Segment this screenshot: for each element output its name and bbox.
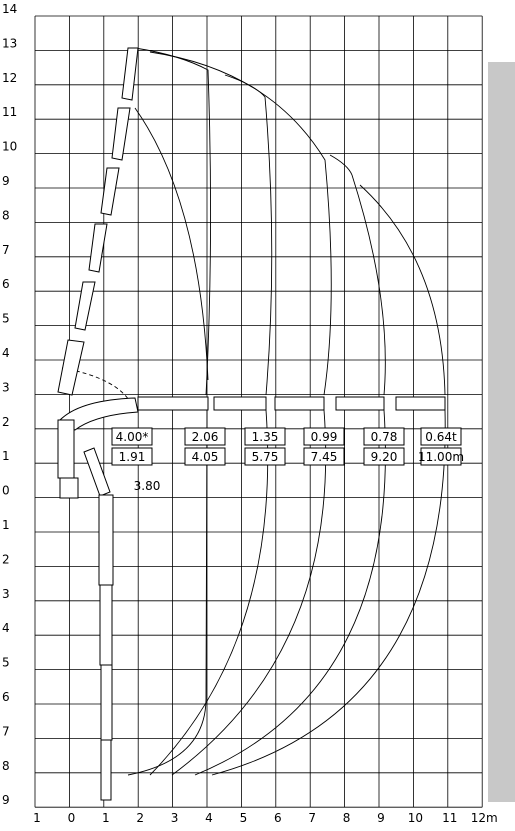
annotation: 3.80 <box>134 479 161 493</box>
load-value: 0.99 <box>311 430 338 444</box>
table-cell <box>111 427 153 446</box>
y-axis-label: 0 <box>2 484 10 498</box>
y-axis-label: 3 <box>2 587 10 601</box>
x-axis-label: 9 <box>377 811 385 825</box>
y-axis-label: 4 <box>2 621 10 635</box>
reach-value: 4.05 <box>192 450 219 464</box>
reach-value: 1.91 <box>119 450 146 464</box>
y-axis-label: 3 <box>2 380 10 394</box>
y-axis-label: 2 <box>2 552 10 566</box>
table-cell <box>184 427 226 446</box>
table-cell <box>420 447 462 466</box>
y-axis-label: 4 <box>2 346 10 360</box>
shadow-panel <box>488 62 515 802</box>
table-cell <box>303 447 345 466</box>
y-axis-label: 7 <box>2 724 10 738</box>
table-cell <box>363 427 405 446</box>
y-axis-label: 13 <box>2 36 17 50</box>
x-axis-label: 2 <box>136 811 144 825</box>
load-value: 2.06 <box>192 430 219 444</box>
table-cell <box>244 447 286 466</box>
x-axis-label: 10 <box>408 811 423 825</box>
x-axis-label: 1 <box>33 811 41 825</box>
y-axis-label: 12 <box>2 71 17 85</box>
y-axis-label: 6 <box>2 690 10 704</box>
y-axis-label: 11 <box>2 105 17 119</box>
table-cell <box>244 427 286 446</box>
x-axis-label: 5 <box>240 811 248 825</box>
load-value: 4.00* <box>116 430 149 444</box>
y-axis-label: 1 <box>2 449 10 463</box>
table-cell <box>303 427 345 446</box>
y-axis-label: 10 <box>2 140 17 154</box>
x-axis-label: 3 <box>171 811 179 825</box>
load-value: 1.35 <box>252 430 279 444</box>
table-cell <box>111 447 153 466</box>
y-axis-label: 5 <box>2 312 10 326</box>
reach-value: 7.45 <box>311 450 338 464</box>
y-axis-label: 2 <box>2 415 10 429</box>
x-axis-label: 1 <box>102 811 110 825</box>
x-axis-label: 8 <box>343 811 351 825</box>
table-cell <box>184 447 226 466</box>
reach-value: 9.20 <box>371 450 398 464</box>
load-value: 0.64t <box>425 430 457 444</box>
x-axis-label: 0 <box>68 811 76 825</box>
y-axis-label: 6 <box>2 277 10 291</box>
crane-drawing <box>57 47 446 801</box>
table-cell <box>363 447 405 466</box>
y-axis-label: 8 <box>2 208 10 222</box>
x-axis-label: 6 <box>274 811 282 825</box>
reach-value: 11.00m <box>418 450 464 464</box>
y-axis-label: 7 <box>2 243 10 257</box>
y-axis-label: 9 <box>2 174 10 188</box>
x-axis-label: 7 <box>308 811 316 825</box>
table-cell <box>420 427 462 446</box>
x-axis-label: 11 <box>442 811 457 825</box>
y-axis-label: 9 <box>2 793 10 807</box>
y-axis-label: 14 <box>2 2 17 16</box>
x-axis-label: 4 <box>205 811 213 825</box>
load-table: 4.00* 1.91 2.06 4.05 1.35 5.75 0.99 7.45 0.78 9.2… <box>111 427 464 466</box>
load-value: 0.78 <box>371 430 398 444</box>
y-axis-label: 5 <box>2 656 10 670</box>
y-axis-label: 1 <box>2 518 10 532</box>
y-axis-label: 8 <box>2 759 10 773</box>
x-axis-label: 12m <box>471 811 498 825</box>
reach-value: 5.75 <box>252 450 279 464</box>
